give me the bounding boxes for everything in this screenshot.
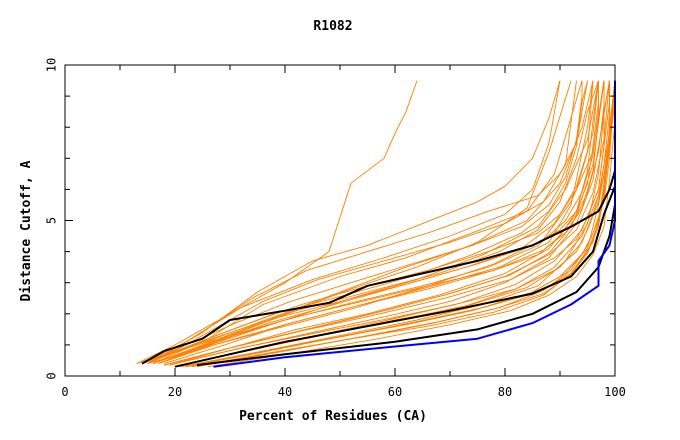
series-layer	[136, 80, 616, 368]
plot-frame	[64, 64, 616, 377]
x-tick-label: 60	[388, 385, 402, 399]
model-series-line-38	[163, 80, 605, 366]
y-tick-label: 5	[45, 217, 59, 224]
model-series-line-25	[136, 80, 599, 365]
highlight-series-line-2	[174, 185, 616, 368]
y-tick-label: 0	[45, 372, 59, 379]
model-series-line-13	[169, 80, 610, 366]
model-series-line-30	[141, 102, 599, 365]
best-series-line-0	[213, 80, 616, 368]
model-series-line-28	[147, 80, 594, 365]
model-series-line-32	[158, 80, 605, 365]
model-series-line-21	[141, 80, 577, 365]
model-series-line-9	[158, 80, 599, 365]
model-series-line-34	[152, 80, 599, 365]
x-tick-label: 20	[168, 385, 182, 399]
model-series-line-4	[136, 80, 418, 365]
y-axis-label: Distance Cutoff, A	[19, 160, 34, 301]
x-tick-label: 0	[61, 385, 68, 399]
model-series-line-31	[207, 80, 616, 368]
model-series-line-40	[141, 80, 583, 365]
x-axis-label: Percent of Residues (CA)	[239, 409, 427, 424]
ticks-layer: 0 20 40 60 80 100 0 5 10	[45, 58, 626, 399]
model-series-line-6	[141, 80, 561, 365]
highlight-series-line-1	[141, 170, 616, 365]
x-tick-label: 40	[278, 385, 292, 399]
model-series-line-16	[147, 80, 588, 364]
model-series-line-19	[158, 80, 599, 365]
model-series-line-18	[185, 80, 610, 368]
x-tick-label: 80	[498, 385, 512, 399]
model-series-line-36	[147, 80, 588, 365]
model-series-line-5	[147, 80, 561, 364]
x-tick-label: 100	[604, 385, 626, 399]
model-series-line-12	[152, 80, 572, 365]
model-series-line-8	[141, 80, 594, 365]
model-series-line-24	[174, 80, 610, 368]
y-tick-label: 10	[45, 58, 59, 72]
model-series-line-39	[191, 99, 616, 368]
highlight-series-line-3	[196, 204, 616, 367]
chart-title: R1082	[313, 19, 352, 34]
